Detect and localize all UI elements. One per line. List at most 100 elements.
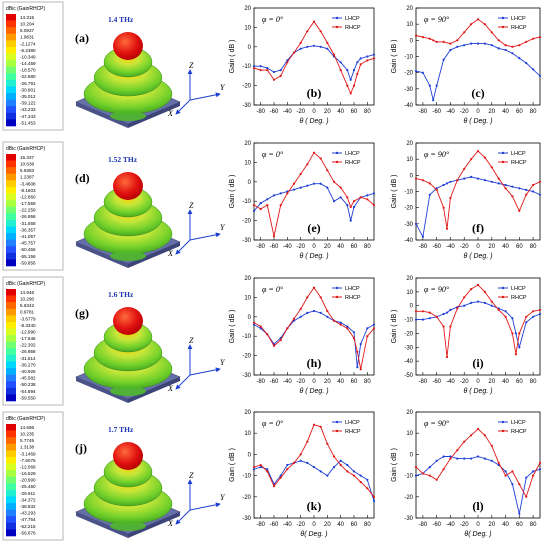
x-tick-label: 0 <box>476 109 480 115</box>
y-tick-label: -10 <box>404 318 413 324</box>
x-tick-label: -40 <box>446 109 455 115</box>
data-point-rhcp <box>346 470 349 473</box>
data-point-lhcp <box>504 470 507 473</box>
x-axis-arrow <box>175 509 191 525</box>
colorbar-value: -52.215 <box>20 524 36 529</box>
data-point-lhcp <box>366 327 369 330</box>
colorbar-swatch <box>6 219 16 227</box>
x-tick-label: -40 <box>446 522 455 528</box>
y-tick-label: 0 <box>410 304 414 310</box>
x-tick-label: -40 <box>283 244 292 250</box>
data-point-lhcp <box>306 45 309 48</box>
legend-marker <box>335 151 339 155</box>
colorbar-value: 5.6342 <box>20 303 34 308</box>
data-point-lhcp <box>483 42 486 45</box>
data-point-lhcp <box>428 466 431 469</box>
data-point-lhcp <box>306 184 309 187</box>
data-point-rhcp <box>359 368 362 371</box>
y-tick-label: 0 <box>248 180 252 186</box>
colorbar-swatch <box>6 321 16 329</box>
data-point-lhcp <box>292 188 296 191</box>
colorbar-swatch <box>6 387 16 395</box>
data-point-lhcp <box>259 202 262 205</box>
data-point-rhcp <box>339 69 342 72</box>
axis-label-y: Y <box>220 223 226 232</box>
y-tick-label: -10 <box>242 199 251 205</box>
axis-label-y: Y <box>220 493 226 502</box>
data-point-rhcp <box>326 41 329 45</box>
data-point-lhcp <box>356 366 359 369</box>
data-point-lhcp <box>299 459 302 462</box>
x-tick-label: -60 <box>270 244 279 250</box>
x-axis-label: θ( Deg. ) <box>464 531 491 538</box>
y-tick-label: 20 <box>406 410 413 416</box>
colorbar-swatch <box>6 233 16 240</box>
colorbar-value: -50.238 <box>20 382 36 387</box>
colorbar-swatch <box>6 368 16 375</box>
data-point-lhcp <box>259 65 262 68</box>
panel-letter: (l) <box>472 499 483 513</box>
data-point-lhcp <box>359 474 362 477</box>
data-point-rhcp <box>483 156 486 159</box>
legend-marker <box>501 286 505 290</box>
data-point-lhcp <box>449 455 452 458</box>
data-point-lhcp <box>470 301 473 304</box>
data-point-rhcp <box>266 333 269 336</box>
panel-letter: (h) <box>307 356 322 370</box>
data-point-rhcp <box>306 296 309 299</box>
data-point-rhcp <box>525 40 528 44</box>
x-tick-label: -20 <box>296 109 305 115</box>
x-tick-label: -40 <box>283 109 292 115</box>
x-tick-label: -80 <box>256 109 265 115</box>
colorbar-swatch <box>6 483 16 491</box>
data-point-rhcp <box>456 307 459 310</box>
data-point-lhcp <box>266 468 269 471</box>
data-point-lhcp <box>259 327 262 330</box>
pattern-panel-0: (a) 1.4 THz Z Y X <box>75 15 226 128</box>
data-point-rhcp <box>483 434 486 437</box>
colorbar-value: 14.696 <box>20 425 34 430</box>
data-point-rhcp <box>349 92 352 95</box>
data-point-lhcp <box>352 69 356 72</box>
colorbar-value: -59.550 <box>20 395 36 400</box>
data-point-rhcp <box>306 440 309 443</box>
y-tick-label: 10 <box>244 160 251 166</box>
data-point-rhcp <box>352 200 356 203</box>
x-tick-label: -20 <box>296 522 305 528</box>
data-point-rhcp <box>532 37 535 40</box>
y-tick-label: 0 <box>410 452 414 458</box>
colorbar-swatch <box>6 470 16 478</box>
colorbar-swatch <box>6 335 16 343</box>
chart-c: -40 -30 -20 -10 0 10 20 -80 -60 -40 -20 0 20 40 60 80 θ … <box>391 6 542 125</box>
data-point-rhcp <box>442 40 445 44</box>
data-point-rhcp <box>463 296 466 299</box>
colorbar-value: -35.012 <box>20 94 36 99</box>
colorbar-value: 1.2387 <box>20 175 34 180</box>
data-point-lhcp <box>312 44 316 47</box>
data-point-lhcp <box>476 42 480 45</box>
data-point-rhcp <box>366 335 369 338</box>
data-point-rhcp <box>312 423 316 426</box>
colorbar-swatch <box>6 516 16 524</box>
phi-annotation: φ = 90° <box>424 150 450 159</box>
data-point-rhcp <box>299 172 302 176</box>
x-axis-label: θ( Deg. ) <box>300 531 327 538</box>
x-tick-label: 80 <box>530 244 537 250</box>
data-point-lhcp <box>266 198 269 201</box>
data-point-rhcp <box>511 332 514 335</box>
colorbar-swatch <box>6 154 16 161</box>
data-point-rhcp <box>326 442 329 445</box>
x-tick-label: 40 <box>337 379 344 385</box>
colorbar-value: -17.646 <box>20 336 36 341</box>
legend-marker <box>335 160 339 164</box>
data-point-lhcp <box>272 194 276 197</box>
x-tick-label: -20 <box>460 522 469 528</box>
colorbar-swatch <box>6 361 16 369</box>
colorbar-value: -34.372 <box>20 497 36 502</box>
data-point-rhcp <box>299 307 302 311</box>
colorbar-value: -43.293 <box>20 511 36 516</box>
plot-frame <box>253 142 375 241</box>
colorbar-value: -7.6076 <box>20 458 36 463</box>
colorbar-swatch <box>6 226 16 234</box>
colorbar-title: dBic (GainRHCP) <box>6 6 46 12</box>
